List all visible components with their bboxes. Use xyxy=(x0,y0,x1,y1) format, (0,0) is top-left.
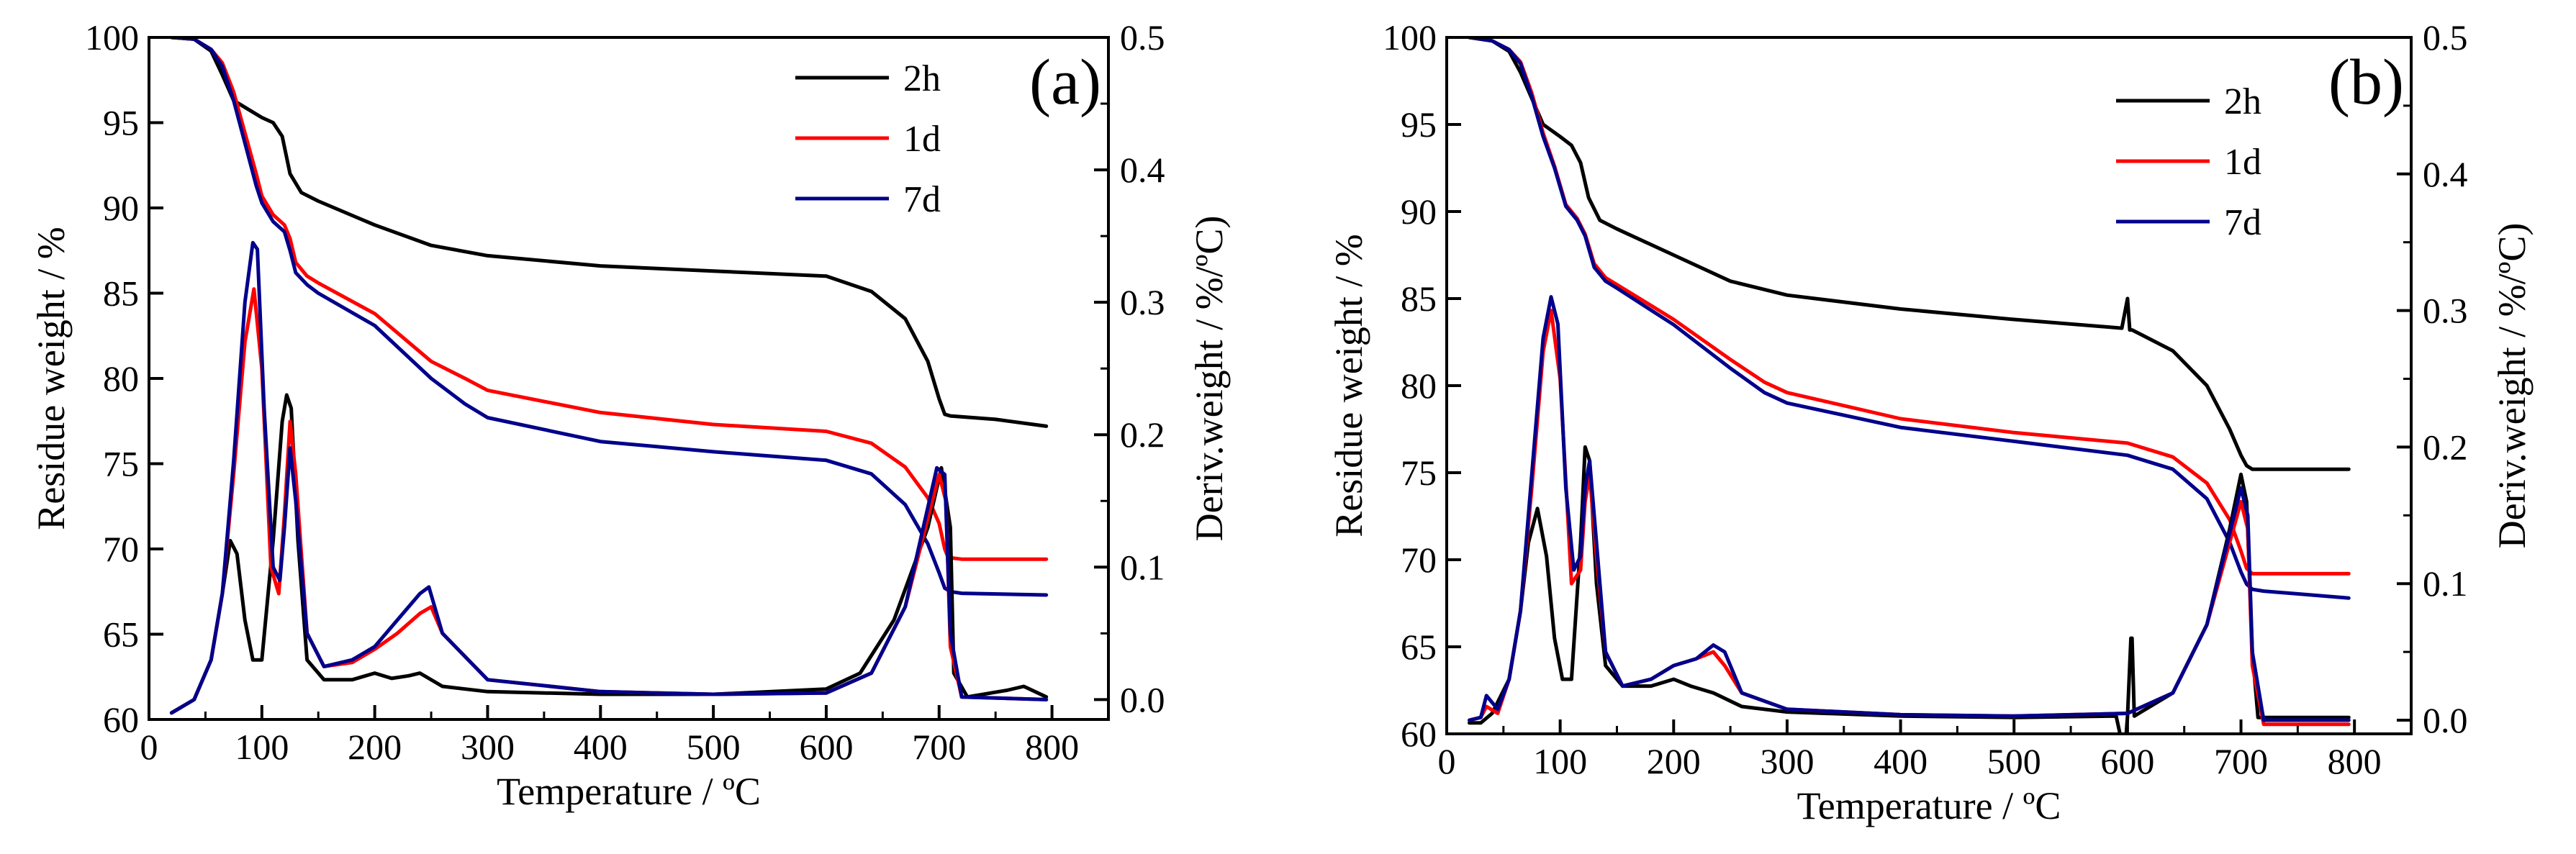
panel-b-plot-frame xyxy=(1445,36,2413,735)
panel-a-series-1d-deriv xyxy=(169,287,1049,715)
panel-b-xtick-label: 200 xyxy=(1647,741,1701,781)
panel-b-xtick-label: 800 xyxy=(2328,741,2382,781)
panel-b-ytick-left-label: 95 xyxy=(1401,104,1437,145)
panel-a-ytick-right-label: 0.2 xyxy=(1120,414,1165,455)
panel-b-ytick-right-label: 0.3 xyxy=(2423,291,2468,331)
panel-a-series-7d-residue xyxy=(169,37,1049,597)
panel-a-plot-frame xyxy=(148,36,1110,721)
panel-b-ytick-left-label: 75 xyxy=(1401,453,1437,493)
panel-b-xtick-label: 300 xyxy=(1760,741,1814,781)
panel-b-ytick-left-label: 90 xyxy=(1401,191,1437,232)
panel-a-xtick-label: 0 xyxy=(140,727,158,767)
panel-a-ytick-left-label: 90 xyxy=(103,188,139,228)
panel-b-xtick-label: 0 xyxy=(1438,741,1456,781)
panel-b-ytick-left-label: 65 xyxy=(1401,627,1437,667)
panel-b-ytick-right-label: 0.4 xyxy=(2423,154,2468,194)
panel-b-y-axis-title-left: Residue weight / % xyxy=(1327,234,1370,537)
panel-a-xtick-label: 300 xyxy=(461,727,515,767)
panel-b-xtick-label: 400 xyxy=(1874,741,1928,781)
panel-b-ytick-left-label: 85 xyxy=(1401,278,1437,319)
panel-a-xtick-label: 700 xyxy=(912,727,966,767)
panel-a-legend-label-2h: 2h xyxy=(903,58,941,99)
panel-b-series-1d-residue xyxy=(1468,37,2351,576)
panel-a-ytick-right-label: 0.1 xyxy=(1120,547,1165,587)
panel-b-ytick-right-label: 0.0 xyxy=(2423,700,2468,740)
panel-b-ytick-left-label: 60 xyxy=(1401,714,1437,754)
panel-a-ytick-right-label: 0.0 xyxy=(1120,679,1165,719)
panel-a-ytick-right-label: 0.5 xyxy=(1120,17,1165,58)
panel-a-ytick-left-label: 75 xyxy=(103,444,139,484)
panel-a-xtick-label: 100 xyxy=(235,727,289,767)
panel-a-x-axis-title: Temperature / ºC xyxy=(497,770,761,813)
panel-b-ytick-right-label: 0.2 xyxy=(2423,427,2468,467)
panel-a-series-1d-residue xyxy=(169,37,1049,561)
panel-b-ytick-right-label: 0.5 xyxy=(2423,17,2468,58)
panel-a-label: (a) xyxy=(1029,47,1101,118)
panel-a-xtick-label: 200 xyxy=(348,727,402,767)
panel-b-xtick-label: 500 xyxy=(1987,741,2041,781)
panel-a-ytick-left-label: 60 xyxy=(103,699,139,740)
panel-a-legend-label-7d: 7d xyxy=(903,179,941,220)
panel-a-xtick-label: 500 xyxy=(687,727,741,767)
panel-a-ytick-left-label: 70 xyxy=(103,529,139,569)
panel-a-y-axis-title-left: Residue weight / % xyxy=(30,227,73,530)
panel-a-xtick-label: 600 xyxy=(799,727,853,767)
panel-b-label: (b) xyxy=(2328,47,2404,118)
panel-b-ytick-right-label: 0.1 xyxy=(2423,563,2468,604)
panel-a-ytick-left-label: 80 xyxy=(103,358,139,399)
panel-b-series-7d-residue xyxy=(1468,37,2351,600)
panel-b-legend-label-2h: 2h xyxy=(2224,81,2261,122)
panel-a-ytick-left-label: 85 xyxy=(103,273,139,314)
panel-b-xtick-label: 100 xyxy=(1533,741,1587,781)
panel-a-ytick-right-label: 0.4 xyxy=(1120,150,1165,190)
panel-a-ytick-right-label: 0.3 xyxy=(1120,282,1165,322)
panel-b-xtick-label: 600 xyxy=(2100,741,2154,781)
panel-b-x-axis-title: Temperature / ºC xyxy=(1797,784,2061,827)
panel-b-series-2h-residue xyxy=(1468,37,2351,471)
panel-a-ytick-left-label: 65 xyxy=(103,614,139,655)
panel-a-ytick-left-label: 95 xyxy=(103,103,139,143)
panel-a-series-7d-deriv xyxy=(169,240,1049,715)
panel-a-xtick-label: 400 xyxy=(574,727,628,767)
panel-b-y-axis-title-right: Deriv.weight / %/ºC) xyxy=(2490,223,2534,549)
panel-a-legend-label-1d: 1d xyxy=(903,119,941,160)
panel-b-ytick-left-label: 70 xyxy=(1401,540,1437,580)
panel-a-ytick-left-label: 100 xyxy=(85,17,139,58)
panel-b-legend-label-1d: 1d xyxy=(2224,142,2261,183)
panel-b-legend-label-7d: 7d xyxy=(2224,202,2261,243)
panel-a-series-2h-deriv xyxy=(169,393,1049,715)
panel-b-ytick-left-label: 100 xyxy=(1383,17,1437,58)
panel-b-series-7d-deriv xyxy=(1468,295,2351,722)
panel-a-xtick-label: 800 xyxy=(1025,727,1079,767)
panel-b-xtick-label: 700 xyxy=(2214,741,2268,781)
panel-a-y-axis-title-right: Deriv.weight / %/ºC) xyxy=(1188,216,1231,542)
panel-b-ytick-left-label: 80 xyxy=(1401,365,1437,406)
